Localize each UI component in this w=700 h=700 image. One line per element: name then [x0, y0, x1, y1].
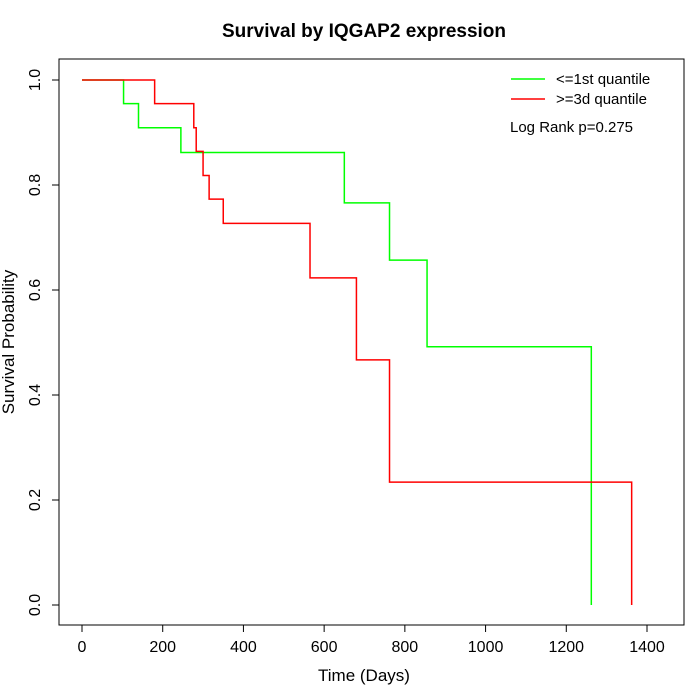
x-tick-label: 400	[230, 639, 257, 656]
y-axis-label: Survival Probability	[0, 269, 18, 414]
y-tick-label: 0.0	[27, 594, 44, 616]
x-tick-label: 1400	[629, 639, 665, 656]
x-tick-label: 600	[311, 639, 338, 656]
log-rank-annotation: Log Rank p=0.275	[510, 119, 633, 136]
x-tick-label: 800	[392, 639, 419, 656]
legend-label-1: <=1st quantile	[556, 71, 650, 88]
x-axis: 0 200 400 600 800 1000 1200 1400	[78, 624, 665, 656]
series-layer	[82, 79, 633, 605]
y-tick-label: 1.0	[27, 69, 44, 91]
y-axis: 0.0 0.2 0.4 0.6 0.8 1.0	[27, 69, 60, 616]
x-axis-label: Time (Days)	[318, 666, 410, 685]
x-tick-label: 1200	[548, 639, 584, 656]
x-tick-label: 200	[149, 639, 176, 656]
x-tick-label: 0	[78, 639, 87, 656]
chart-title: Survival by IQGAP2 expression	[222, 21, 506, 42]
y-tick-label: 0.6	[27, 279, 44, 301]
series-line-1	[82, 79, 593, 605]
series-line-2	[82, 79, 633, 605]
legend: <=1st quantile >=3d quantile	[511, 71, 650, 108]
y-tick-label: 0.4	[27, 384, 44, 406]
y-tick-label: 0.8	[27, 174, 44, 196]
x-tick-label: 1000	[468, 639, 504, 656]
y-tick-label: 0.2	[27, 489, 44, 511]
legend-label-2: >=3d quantile	[556, 91, 647, 108]
